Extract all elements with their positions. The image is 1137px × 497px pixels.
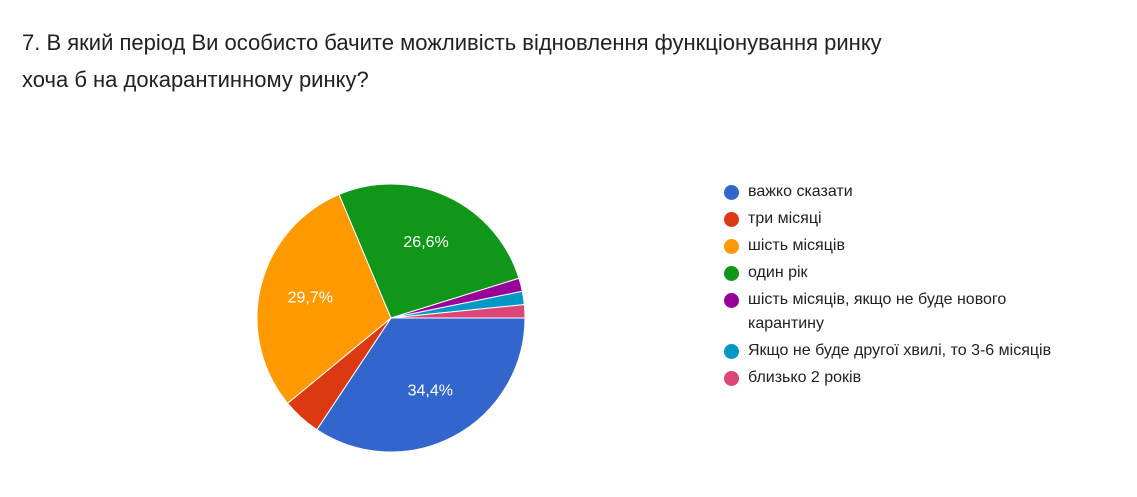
legend-label: близько 2 років [748,369,862,386]
legend-item-0[interactable]: важко сказати [724,180,1054,204]
pie-slice-3[interactable] [338,183,520,319]
legend-item-1[interactable]: три місяці [724,207,1054,231]
legend-item-4[interactable]: шість місяців, якщо не буде нового каран… [724,288,1054,336]
legend-label: шість місяців [748,237,845,254]
legend-swatch-icon [724,239,739,254]
legend-swatch-icon [724,371,739,386]
legend-swatch-icon [724,212,739,227]
slice-value-label-2: 29,7% [288,290,333,307]
legend-item-5[interactable]: Якщо не буде другої хвилі, то 3-6 місяці… [724,339,1054,363]
slice-value-label-3: 26,6% [403,234,448,251]
legend-item-3[interactable]: один рік [724,261,1054,285]
legend-item-6[interactable]: близько 2 років [724,366,1054,390]
pie-slice-6[interactable] [390,304,526,319]
pie-slice-2[interactable] [256,193,392,404]
legend-swatch-icon [724,293,739,308]
legend-item-2[interactable]: шість місяців [724,234,1054,258]
legend-label: важко сказати [748,183,853,200]
question-title-line1: 7. В який період Ви особисто бачите можл… [22,30,882,55]
legend-swatch-icon [724,266,739,281]
legend-swatch-icon [724,344,739,359]
legend-label: три місяці [748,210,822,227]
question-title: 7. В який період Ви особисто бачите можл… [22,24,1022,98]
question-title-line2: хоча б на докарантинному ринку? [22,67,369,92]
legend-label: один рік [748,264,808,281]
chart-legend: важко сказати три місяці шість місяців один… [724,180,1054,393]
legend-label: шість місяців, якщо не буде нового каран… [748,291,1007,332]
legend-swatch-icon [724,185,739,200]
legend-label: Якщо не буде другої хвилі, то 3-6 місяці… [748,342,1052,359]
slice-value-label-0: 34,4% [408,383,453,400]
